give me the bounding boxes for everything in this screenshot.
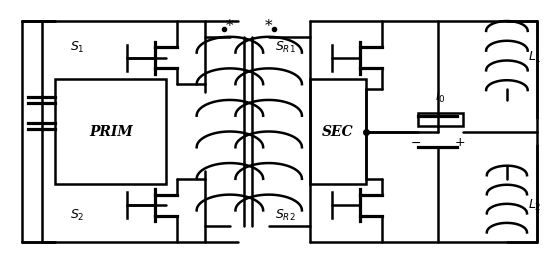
- Bar: [310, 79, 366, 184]
- Text: *: *: [265, 19, 273, 33]
- Text: $L_2$: $L_2$: [528, 198, 541, 213]
- Text: $-$: $-$: [410, 135, 421, 149]
- Text: $L_1$: $L_1$: [528, 50, 541, 65]
- Text: +: +: [454, 135, 465, 149]
- Text: $S_1$: $S_1$: [70, 40, 85, 55]
- Text: $S_2$: $S_2$: [70, 208, 85, 223]
- Text: *: *: [226, 19, 234, 33]
- Text: $I_0$: $I_0$: [435, 90, 446, 105]
- Text: $S_{R1}$: $S_{R1}$: [275, 40, 296, 55]
- Bar: [418, 113, 463, 126]
- Text: PRIM: PRIM: [89, 124, 132, 139]
- Text: $S_{R2}$: $S_{R2}$: [275, 208, 296, 223]
- Bar: [55, 79, 166, 184]
- Text: SEC: SEC: [322, 124, 354, 139]
